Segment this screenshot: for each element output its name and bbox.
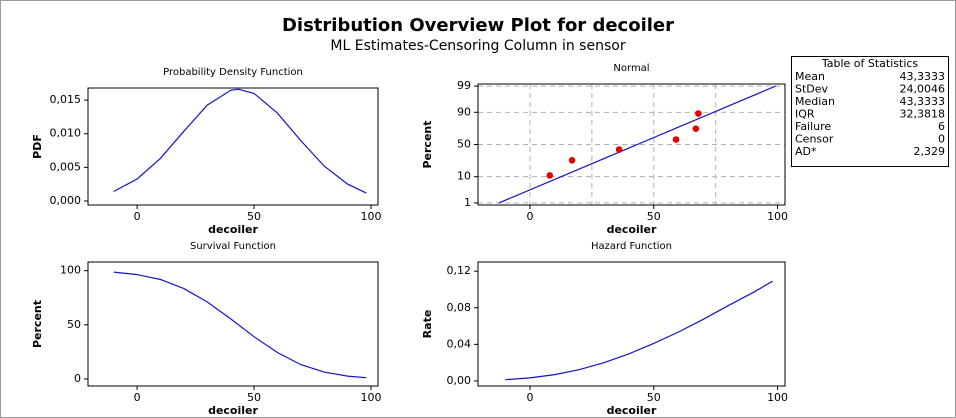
curve xyxy=(113,88,367,194)
plot-area xyxy=(87,261,379,387)
data-point xyxy=(568,157,576,164)
x-tick-label: 0 xyxy=(526,210,533,223)
stat-name: StDev xyxy=(795,83,829,96)
panel-title: Probability Density Function xyxy=(163,67,303,78)
stat-name: Mean xyxy=(795,70,825,83)
y-tick-label: 0,010 xyxy=(50,127,82,140)
x-tick-label: 100 xyxy=(360,391,381,404)
y-tick-label: 100 xyxy=(60,264,81,277)
stat-value: 2,329 xyxy=(914,145,946,158)
x-tick-label: 100 xyxy=(360,210,381,223)
x-tick-label: 100 xyxy=(767,210,788,223)
subtitle: ML Estimates-Censoring Column in sensor xyxy=(330,38,625,54)
stat-value: 24,0046 xyxy=(900,83,946,96)
data-point xyxy=(692,125,700,132)
y-tick-label: 0,08 xyxy=(447,301,472,314)
stat-value: 43,3333 xyxy=(900,70,946,83)
y-tick-label: 50 xyxy=(457,138,471,151)
x-tick-label: 50 xyxy=(247,210,261,223)
y-axis-label: Rate xyxy=(421,310,434,339)
x-axis-label: decoiler xyxy=(208,223,258,236)
panel-title: Survival Function xyxy=(190,241,276,252)
y-axis-label: Percent xyxy=(421,120,434,168)
x-axis-label: decoiler xyxy=(208,404,258,417)
y-tick-label: 1 xyxy=(464,196,471,209)
data-point xyxy=(672,136,680,143)
stat-name: Censor xyxy=(795,133,834,146)
x-tick-label: 50 xyxy=(647,391,661,404)
stat-value: 0 xyxy=(938,133,945,146)
y-tick-label: 0,005 xyxy=(50,160,82,173)
stat-name: Median xyxy=(795,95,835,108)
y-tick-label: 10 xyxy=(457,170,471,183)
stat-value: 32,3818 xyxy=(900,108,946,121)
curve xyxy=(505,280,773,381)
x-tick-label: 50 xyxy=(247,391,261,404)
stat-value: 6 xyxy=(938,120,945,133)
y-tick-label: 0,000 xyxy=(50,194,82,207)
stat-name: AD* xyxy=(795,145,817,158)
x-axis-label: decoiler xyxy=(607,404,657,417)
y-axis-label: PDF xyxy=(31,134,44,159)
y-tick-label: 99 xyxy=(457,79,471,92)
y-tick-label: 50 xyxy=(67,318,81,331)
y-tick-label: 0,12 xyxy=(447,264,472,277)
stats-table-title: Table of Statistics xyxy=(821,57,919,70)
y-tick-label: 0,04 xyxy=(447,337,472,350)
main-title: Distribution Overview Plot for decoiler xyxy=(282,15,674,36)
data-point xyxy=(546,172,554,179)
curve xyxy=(113,271,367,379)
x-tick-label: 0 xyxy=(134,391,141,404)
x-tick-label: 0 xyxy=(134,210,141,223)
x-axis-label: decoiler xyxy=(607,223,657,236)
panel-title: Normal xyxy=(613,63,649,74)
data-point xyxy=(695,110,702,117)
x-tick-label: 100 xyxy=(767,391,788,404)
stat-name: Failure xyxy=(795,120,831,133)
y-tick-label: 0,015 xyxy=(50,93,82,106)
y-tick-label: 90 xyxy=(457,105,471,118)
stat-value: 43,3333 xyxy=(900,95,946,108)
data-point xyxy=(615,146,623,153)
stat-name: IQR xyxy=(795,108,815,121)
y-axis-label: Percent xyxy=(31,300,44,348)
x-tick-label: 0 xyxy=(526,391,533,404)
panel-title: Hazard Function xyxy=(591,241,672,252)
y-tick-label: 0 xyxy=(74,372,81,385)
plot-area xyxy=(477,261,786,387)
plot-area xyxy=(87,87,379,206)
y-tick-label: 0,00 xyxy=(447,374,472,387)
x-tick-label: 50 xyxy=(647,210,661,223)
fit-line xyxy=(498,85,776,204)
stats-table-border xyxy=(791,56,949,167)
